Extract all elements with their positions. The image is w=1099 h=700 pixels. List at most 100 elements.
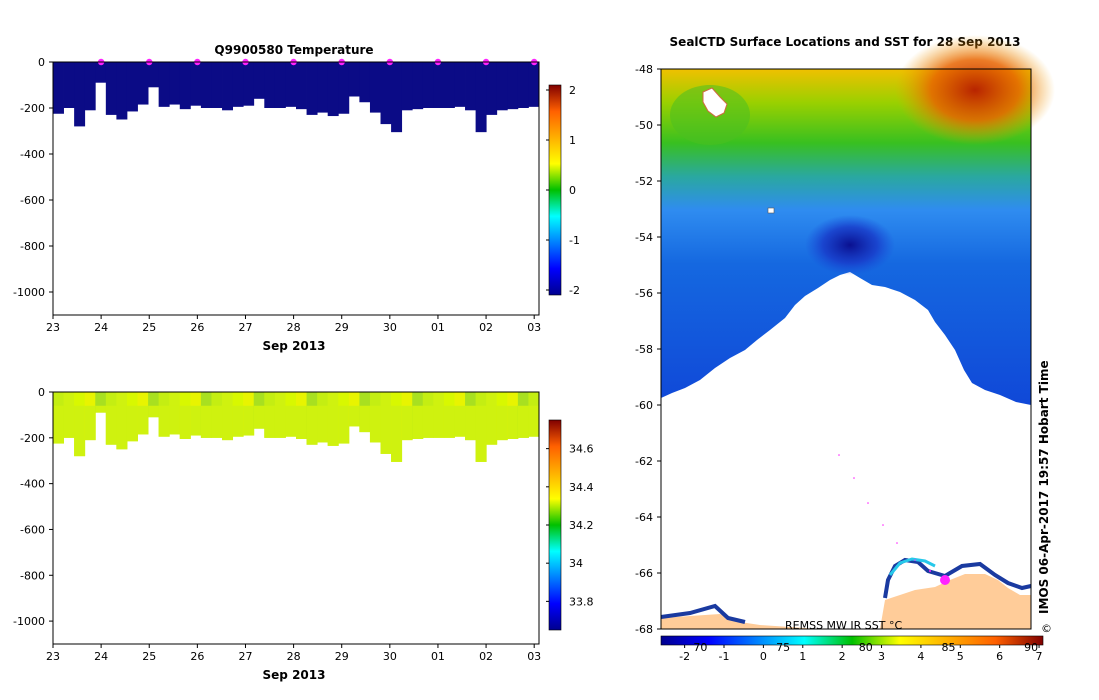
sst-map-panel: SealCTD Surface Locations and SST for 28… — [635, 35, 1055, 663]
x-tick-label: 25 — [142, 650, 156, 663]
profile-column-deep — [317, 405, 329, 443]
profile-column-deep — [95, 405, 107, 413]
profile-column — [496, 62, 508, 111]
y-tick-label: -1000 — [13, 615, 45, 628]
salinity-panel: 0 -200 -400 -600 -800 -1000 23 24 25 26 27 28 29 30 0… — [13, 386, 593, 682]
salinity-profiles — [53, 392, 540, 462]
salinity-x-axis: 23 24 25 26 27 28 29 30 01 02 03 — [46, 644, 541, 663]
side-stamp: IMOS 06-Apr-2017 19:57 Hobart Time — [1037, 360, 1051, 614]
coastal-cyan-line — [888, 557, 936, 576]
profile-column-deep — [348, 405, 360, 427]
profile-column — [433, 62, 445, 108]
copyright-mark: © — [1041, 622, 1052, 635]
profile-column-deep — [401, 405, 413, 441]
y-tick-label: -1000 — [13, 286, 45, 299]
profile-column — [148, 392, 160, 418]
profile-column — [338, 62, 350, 114]
profile-column — [285, 62, 297, 107]
profile-column — [63, 62, 75, 108]
profile-column — [507, 62, 519, 110]
x-tick-label: 30 — [383, 321, 397, 334]
profile-column — [296, 62, 307, 110]
cold-water-patch — [805, 215, 895, 275]
x-tick-label: 01 — [431, 650, 445, 663]
profile-column-deep — [528, 405, 540, 437]
salinity-x-label: Sep 2013 — [263, 668, 326, 682]
profile-column-deep — [486, 405, 498, 445]
sst-colorbar-tick-label: 3 — [878, 650, 885, 663]
y-tick-label: 0 — [38, 56, 45, 69]
profile-column-deep — [74, 405, 86, 457]
profile-column-deep — [211, 405, 223, 438]
profile-column-deep — [517, 405, 529, 438]
profile-column-deep — [391, 405, 403, 462]
profile-column-deep — [274, 405, 286, 438]
colorbar-tick-label: 33.8 — [569, 595, 594, 608]
coastal-west-line — [660, 603, 746, 624]
sst-colorbar-tick-label: 5 — [957, 650, 964, 663]
profile-column — [380, 62, 392, 125]
profile-column-deep — [137, 405, 149, 435]
sst-colorbar-tick-label: 6 — [996, 650, 1003, 663]
profile-column — [84, 62, 96, 111]
profile-column — [486, 62, 498, 115]
profile-column-deep — [84, 405, 96, 441]
profile-column-deep — [158, 405, 170, 437]
lat-tick-label: -50 — [635, 119, 653, 132]
colorbar-tick-label: 0 — [569, 184, 576, 197]
seal-track — [838, 454, 931, 572]
profile-column-deep — [179, 405, 191, 439]
profile-column — [443, 62, 455, 108]
profile-column-deep — [380, 405, 392, 454]
x-tick-label: 27 — [238, 650, 252, 663]
temperature-panel: Q9900580 Temperature 0 -200 -400 -600 -800 -1… — [13, 43, 580, 353]
x-tick-label: 26 — [190, 321, 204, 334]
profile-column-deep — [116, 405, 128, 450]
sst-colorbar-ticks: -2 -1 0 1 2 3 4 5 6 7 70 75 80 85 90 — [679, 641, 1042, 663]
sst-colorbar-secondary-label: 75 — [776, 641, 790, 654]
y-tick-label: -800 — [20, 240, 45, 253]
profile-column — [306, 62, 318, 115]
profile-column — [53, 62, 64, 114]
lat-tick-label: -52 — [635, 175, 653, 188]
y-tick-label: -800 — [20, 569, 45, 582]
profile-column — [232, 62, 244, 107]
profile-column-deep — [496, 405, 508, 441]
x-tick-label: 03 — [527, 321, 541, 334]
sst-colorbar-tick-label: 2 — [839, 650, 846, 663]
profile-column-deep — [507, 405, 519, 439]
sst-colorbar-tick-label: -2 — [679, 650, 690, 663]
profile-column-deep — [454, 405, 466, 437]
profile-column — [412, 62, 424, 110]
colorbar-tick-label: 1 — [569, 134, 576, 147]
temperature-plot-frame — [52, 61, 540, 316]
y-tick-label: -600 — [20, 194, 45, 207]
profile-column-deep — [369, 405, 381, 443]
y-tick-label: 0 — [38, 386, 45, 399]
profile-column-deep — [285, 405, 297, 437]
x-tick-label: 24 — [94, 650, 108, 663]
temperature-colorbar-ticks: 2 1 0 -1 -2 — [546, 84, 580, 297]
x-tick-label: 02 — [479, 650, 493, 663]
salinity-colorbar — [548, 419, 562, 631]
profile-column — [274, 62, 286, 108]
map-latitude-axis: -48 -50 -52 -54 -56 -58 -60 -62 -64 -66 -68 — [635, 63, 661, 636]
profile-column-deep — [126, 405, 138, 442]
profile-column-deep — [433, 405, 445, 438]
sst-colorbar-tick-label: -1 — [719, 650, 730, 663]
colorbar-tick-label: 34.6 — [569, 443, 594, 456]
lat-tick-label: -66 — [635, 567, 653, 580]
sst-colorbar-tick-label: 1 — [799, 650, 806, 663]
profile-column-deep — [253, 405, 265, 429]
sst-colorbar-tick-label: 7 — [1036, 650, 1043, 663]
profile-column — [369, 62, 381, 113]
profile-column-deep — [412, 405, 424, 439]
profile-column-deep — [264, 405, 276, 438]
x-tick-label: 28 — [287, 650, 301, 663]
profile-column-deep — [190, 405, 202, 436]
lat-tick-label: -68 — [635, 623, 653, 636]
profile-column-deep — [53, 405, 64, 444]
profile-column — [465, 62, 477, 111]
salinity-y-axis: 0 -200 -400 -600 -800 -1000 — [13, 386, 53, 628]
x-tick-label: 25 — [142, 321, 156, 334]
